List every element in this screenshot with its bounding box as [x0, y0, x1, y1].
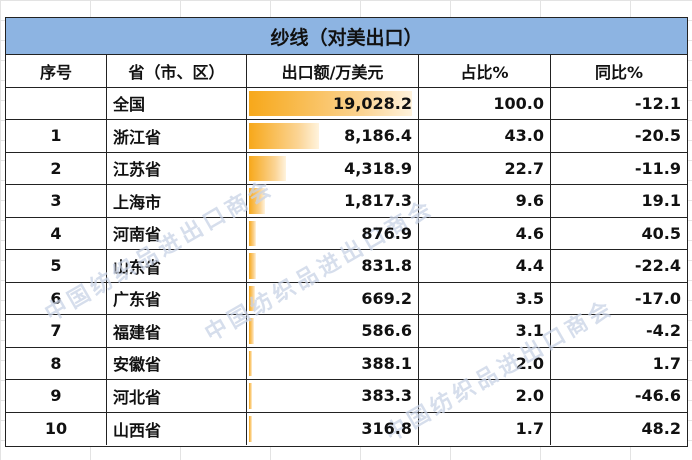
- row-export-cell: 669.2: [246, 282, 418, 314]
- table-row: 7 福建省 586.6 3.1 -4.2: [6, 315, 687, 348]
- row-province: 山西省: [106, 412, 246, 445]
- row-export-cell: 383.3: [246, 380, 418, 412]
- row-export-cell: 316.8: [246, 412, 418, 445]
- row-share: 4.4: [418, 250, 550, 282]
- row-index: 1: [50, 126, 62, 146]
- row-yoy: -46.6: [550, 380, 687, 412]
- row-share: 2.0: [418, 347, 550, 379]
- row-province: 广东省: [106, 282, 246, 314]
- row-share: 22.7: [418, 152, 550, 184]
- data-bar: [249, 383, 253, 409]
- row-export-cell: 388.1: [246, 347, 418, 379]
- row-province: 上海市: [106, 185, 246, 217]
- row-export: 831.8: [361, 256, 412, 276]
- header-province: 省（市、区）: [106, 55, 246, 87]
- row-export-cell: 19,028.2: [246, 87, 418, 119]
- header-row: 序号 省（市、区） 出口额/万美元 占比% 同比%: [6, 55, 687, 88]
- row-index: [6, 88, 106, 120]
- row-yoy: 40.5: [550, 217, 687, 249]
- data-bar: [249, 90, 412, 116]
- row-export-cell: 1,817.3: [246, 185, 418, 217]
- row-export: 876.9: [361, 223, 412, 243]
- row-province: 全国: [106, 87, 246, 119]
- row-export: 4,318.9: [344, 158, 412, 178]
- row-export: 1,817.3: [344, 191, 412, 211]
- row-province: 山东省: [106, 250, 246, 282]
- row-province: 河北省: [106, 380, 246, 412]
- row-index: 7: [50, 321, 62, 341]
- row-export-cell: 586.6: [246, 315, 418, 347]
- row-export-cell: 8,186.4: [246, 120, 418, 152]
- row-share: 1.7: [418, 412, 550, 445]
- row-export: 669.2: [361, 288, 412, 308]
- row-export-cell: 876.9: [246, 217, 418, 249]
- row-share: 9.6: [418, 185, 550, 217]
- row-yoy: -22.4: [550, 250, 687, 282]
- row-export: 383.3: [361, 386, 412, 406]
- row-share: 43.0: [418, 120, 550, 152]
- row-yoy: -20.5: [550, 120, 687, 152]
- row-share: 4.6: [418, 217, 550, 249]
- row-export: 19,028.2: [333, 93, 412, 113]
- table-title: 纱线（对美出口）: [6, 18, 687, 55]
- table-row: 9 河北省 383.3 2.0 -46.6: [6, 380, 687, 413]
- row-export: 586.6: [361, 321, 412, 341]
- row-export-cell: 831.8: [246, 250, 418, 282]
- table-row: 全国 19,028.2 100.0 -12.1: [6, 87, 687, 120]
- row-index: 8: [50, 353, 62, 373]
- data-bar: [249, 318, 255, 344]
- row-province: 河南省: [106, 217, 246, 249]
- row-yoy: -12.1: [550, 87, 687, 119]
- row-yoy: -11.9: [550, 152, 687, 184]
- row-yoy: 19.1: [550, 185, 687, 217]
- row-index: 10: [44, 419, 68, 439]
- data-bar: [249, 188, 265, 214]
- row-index: 5: [50, 256, 62, 276]
- row-share: 100.0: [418, 87, 550, 119]
- table-row: 1 浙江省 8,186.4 43.0 -20.5: [6, 120, 687, 153]
- table-row: 5 山东省 831.8 4.4 -22.4: [6, 250, 687, 283]
- row-export: 388.1: [361, 353, 412, 373]
- row-index: 4: [50, 223, 62, 243]
- row-index: 3: [50, 191, 62, 211]
- export-table: 纱线（对美出口） 序号 省（市、区） 出口额/万美元 占比% 同比% 全国 19,…: [5, 17, 688, 447]
- row-export: 316.8: [361, 419, 412, 439]
- row-province: 江苏省: [106, 152, 246, 184]
- row-export: 8,186.4: [344, 126, 412, 146]
- header-yoy: 同比%: [550, 55, 687, 87]
- row-yoy: 1.7: [550, 347, 687, 379]
- row-export-cell: 4,318.9: [246, 152, 418, 184]
- header-export: 出口额/万美元: [246, 55, 418, 87]
- table-row: 4 河南省 876.9 4.6 40.5: [6, 217, 687, 250]
- table-row: 3 上海市 1,817.3 9.6 19.1: [6, 185, 687, 218]
- data-bar: [249, 415, 252, 442]
- row-yoy: -17.0: [550, 282, 687, 314]
- row-province: 安徽省: [106, 347, 246, 379]
- row-index: 9: [50, 386, 62, 406]
- row-yoy: 48.2: [550, 412, 687, 445]
- data-bar: [249, 350, 253, 376]
- table-row: 2 江苏省 4,318.9 22.7 -11.9: [6, 152, 687, 185]
- data-bar: [249, 253, 257, 279]
- data-bar: [249, 123, 320, 149]
- data-bar: [249, 285, 255, 311]
- row-yoy: -4.2: [550, 315, 687, 347]
- row-index: 6: [50, 288, 62, 308]
- table-row: 6 广东省 669.2 3.5 -17.0: [6, 282, 687, 315]
- row-province: 福建省: [106, 315, 246, 347]
- row-share: 3.5: [418, 282, 550, 314]
- row-index: 2: [50, 158, 62, 178]
- row-province: 浙江省: [106, 120, 246, 152]
- header-index: 序号: [39, 62, 72, 82]
- row-share: 2.0: [418, 380, 550, 412]
- table-row: 10 山西省 316.8 1.7 48.2: [6, 412, 687, 445]
- header-share: 占比%: [418, 55, 550, 87]
- table-row: 8 安徽省 388.1 2.0 1.7: [6, 347, 687, 380]
- data-bar: [249, 155, 286, 181]
- data-bar: [249, 220, 257, 246]
- row-share: 3.1: [418, 315, 550, 347]
